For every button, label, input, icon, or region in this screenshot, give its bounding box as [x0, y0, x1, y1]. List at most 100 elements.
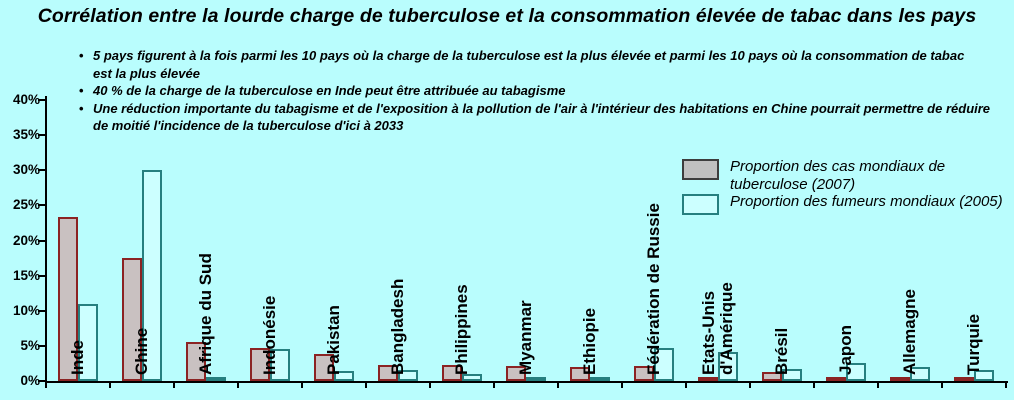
- country-label: Allemagne: [900, 289, 919, 375]
- country-label: Indonésie: [260, 295, 279, 375]
- x-axis-line: [45, 381, 1008, 383]
- smokers-bar: [270, 348, 290, 381]
- smokers-bar: [142, 170, 162, 381]
- y-tick: [38, 134, 46, 137]
- country-label: Etats-Unis d'Amérique: [699, 282, 736, 375]
- bar-group: Afrique du Sud: [174, 100, 238, 381]
- smokers-bar: [910, 366, 930, 381]
- bar-group: Japon: [814, 100, 878, 381]
- x-tick: [749, 383, 751, 388]
- y-tick: [38, 344, 46, 347]
- bar-group: Bangladesh: [366, 100, 430, 381]
- x-tick: [1005, 383, 1007, 388]
- y-tick-label: 20%: [12, 232, 40, 248]
- bullet-item: 40 % de la charge de la tuberculose en I…: [78, 82, 1000, 100]
- bar-group: Chine: [110, 100, 174, 381]
- x-tick: [429, 383, 431, 388]
- legend-swatch-smokers: [682, 194, 719, 215]
- x-tick: [365, 383, 367, 388]
- country-label: Afrique du Sud: [196, 253, 215, 375]
- bar-group: Philippines: [430, 100, 494, 381]
- tuberculosis-bar: [58, 217, 78, 381]
- bar-group: Fédération de Russie: [622, 100, 686, 381]
- chart-title: Corrélation entre la lourde charge de tu…: [37, 5, 977, 27]
- tuberculosis-bar: [570, 366, 590, 381]
- y-axis-line: [45, 96, 47, 384]
- country-label: Japon: [836, 324, 855, 375]
- bullet-list: 5 pays figurent à la fois parmi les 10 p…: [78, 47, 1000, 135]
- bar-group: Allemagne: [878, 100, 942, 381]
- x-tick: [301, 383, 303, 388]
- tuberculosis-bar: [250, 347, 270, 381]
- legend-label: Proportion des fumeurs mondiaux (2005): [730, 193, 1003, 210]
- tuberculosis-bar: [826, 377, 846, 381]
- tuberculosis-bar: [314, 353, 334, 381]
- y-tick: [38, 239, 46, 242]
- country-label: Myanmar: [516, 300, 535, 375]
- smokers-bar: [718, 351, 738, 381]
- smokers-bar: [78, 303, 98, 381]
- country-label: Philippines: [452, 284, 471, 375]
- y-tick: [38, 380, 46, 382]
- tuberculosis-bar: [762, 371, 782, 381]
- x-tick: [941, 383, 943, 388]
- y-tick-label: 15%: [12, 267, 40, 283]
- country-label: Inde: [68, 340, 87, 375]
- y-tick-label: 5%: [20, 337, 40, 353]
- smokers-bar: [782, 369, 802, 381]
- x-tick: [557, 383, 559, 388]
- bar-group: Indonésie: [238, 100, 302, 381]
- x-tick: [109, 383, 111, 388]
- y-tick-label: 35%: [12, 127, 40, 143]
- country-label: Fédération de Russie: [644, 203, 663, 375]
- legend-item-smokers: Proportion des fumeurs mondiaux (2005): [682, 193, 1003, 215]
- legend-item-tuberculosis: Proportion des cas mondiaux de tuberculo…: [682, 158, 1003, 194]
- y-tick-label: 10%: [12, 302, 40, 318]
- smokers-bar: [654, 347, 674, 381]
- tuberculosis-bar: [890, 377, 910, 381]
- smokers-bar: [206, 377, 226, 381]
- y-tick: [38, 169, 46, 172]
- bar-group: Inde: [46, 100, 110, 381]
- tuberculosis-bar: [122, 258, 142, 381]
- country-label: Ethiopie: [580, 307, 599, 375]
- smokers-bar: [334, 371, 354, 381]
- x-tick: [45, 383, 47, 388]
- x-tick: [621, 383, 623, 388]
- country-label: Bangladesh: [388, 278, 407, 375]
- bullet-item: Une réduction importante du tabagisme et…: [78, 100, 1000, 135]
- y-tick-label: 25%: [12, 197, 40, 213]
- smokers-bar: [590, 377, 610, 381]
- bar-group: Pakistan: [302, 100, 366, 381]
- smokers-bar: [526, 377, 546, 381]
- y-tick-label: 30%: [12, 162, 40, 178]
- tuberculosis-bar: [698, 377, 718, 381]
- y-tick: [38, 99, 46, 101]
- tuberculosis-bar: [186, 342, 206, 381]
- country-label: Pakistan: [324, 305, 343, 375]
- y-tick: [38, 274, 46, 277]
- country-label: Turquie: [964, 313, 983, 375]
- smokers-bar: [398, 369, 418, 381]
- bar-group: Ethiopie: [558, 100, 622, 381]
- smokers-bar: [974, 370, 994, 381]
- tuberculosis-bar: [506, 366, 526, 381]
- y-tick-label: 0%: [20, 373, 40, 388]
- x-tick: [877, 383, 879, 388]
- x-tick: [813, 383, 815, 388]
- bar-group: Etats-Unis d'Amérique: [686, 100, 750, 381]
- tuberculosis-bar: [442, 364, 462, 381]
- plot-area: Inde Chine Afrique du Sud Indonésie Paki…: [46, 100, 1006, 381]
- y-tick: [38, 309, 46, 312]
- smokers-bar: [846, 363, 866, 381]
- legend-swatch-tuberculosis: [682, 159, 719, 180]
- bar-group: Myanmar: [494, 100, 558, 381]
- legend-label: Proportion des cas mondiaux de tuberculo…: [730, 158, 946, 193]
- tuberculosis-bar: [954, 377, 974, 381]
- x-tick: [685, 383, 687, 388]
- bar-group: Turquie: [942, 100, 1006, 381]
- country-label: Brésil: [772, 327, 791, 375]
- tuberculosis-bar: [634, 365, 654, 381]
